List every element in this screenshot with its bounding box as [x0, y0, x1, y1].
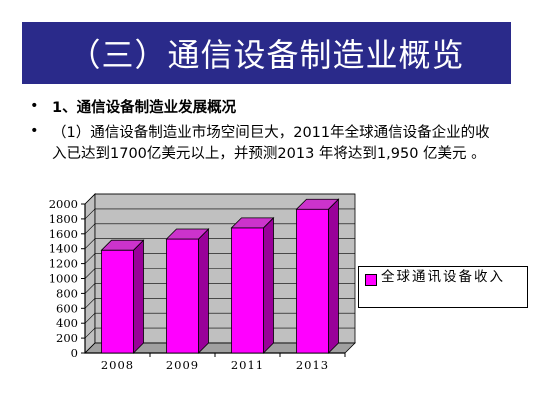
bar-side: [133, 239, 144, 354]
slide-title: （三）通信设备制造业概览: [68, 36, 465, 74]
legend-swatch: [365, 274, 377, 286]
gridline: [84, 193, 355, 205]
bullet-list: • 1、通信设备制造业发展概况 • （1）通信设备制造业市场空间巨大，2011年…: [30, 98, 500, 169]
bar: [296, 208, 329, 354]
y-tick-label: 2000: [49, 197, 78, 211]
bar-top: [165, 228, 210, 240]
y-tick-label: 800: [56, 286, 78, 300]
y-tick-label: 200: [56, 331, 78, 345]
bar-top: [230, 217, 275, 229]
bullet-item: • 1、通信设备制造业发展概况: [30, 98, 500, 119]
bullet-marker: •: [30, 123, 39, 139]
title-bar: （三）通信设备制造业概览: [22, 22, 511, 84]
bar-top: [100, 239, 145, 251]
x-tick-label: 2009: [166, 358, 199, 372]
legend: 全球通讯设备收入: [358, 266, 528, 308]
y-tick-label: 1800: [49, 212, 78, 226]
bullet-item: • （1）通信设备制造业市场空间巨大，2011年全球通信设备企业的收入已达到17…: [30, 123, 500, 165]
legend-label: 全球通讯设备收入: [381, 269, 505, 285]
y-tick-label: 1600: [49, 227, 78, 241]
x-tick-label: 2008: [101, 358, 134, 372]
bar-top: [295, 198, 340, 210]
bar: [231, 227, 264, 354]
x-tick-label: 2013: [296, 358, 329, 372]
y-tick-label: 600: [56, 301, 78, 315]
y-tick-label: 400: [56, 316, 78, 330]
bar: [101, 249, 134, 354]
y-tick-label: 1200: [49, 257, 78, 271]
y-tick-label: 1000: [49, 272, 78, 286]
bullet-marker: •: [30, 98, 39, 114]
bar-side: [198, 228, 209, 354]
bar: [166, 238, 199, 354]
gridline: [84, 208, 355, 220]
bullet-text: 1、通信设备制造业发展概况: [52, 100, 237, 116]
bullet-text: （1）通信设备制造业市场空间巨大，2011年全球通信设备企业的收入已达到1700…: [52, 125, 490, 162]
y-tick-label: 0: [71, 346, 78, 360]
bar-side: [328, 198, 339, 354]
y-tick-label: 1400: [49, 242, 78, 256]
bar-side: [263, 216, 274, 354]
x-tick-label: 2011: [231, 358, 264, 372]
